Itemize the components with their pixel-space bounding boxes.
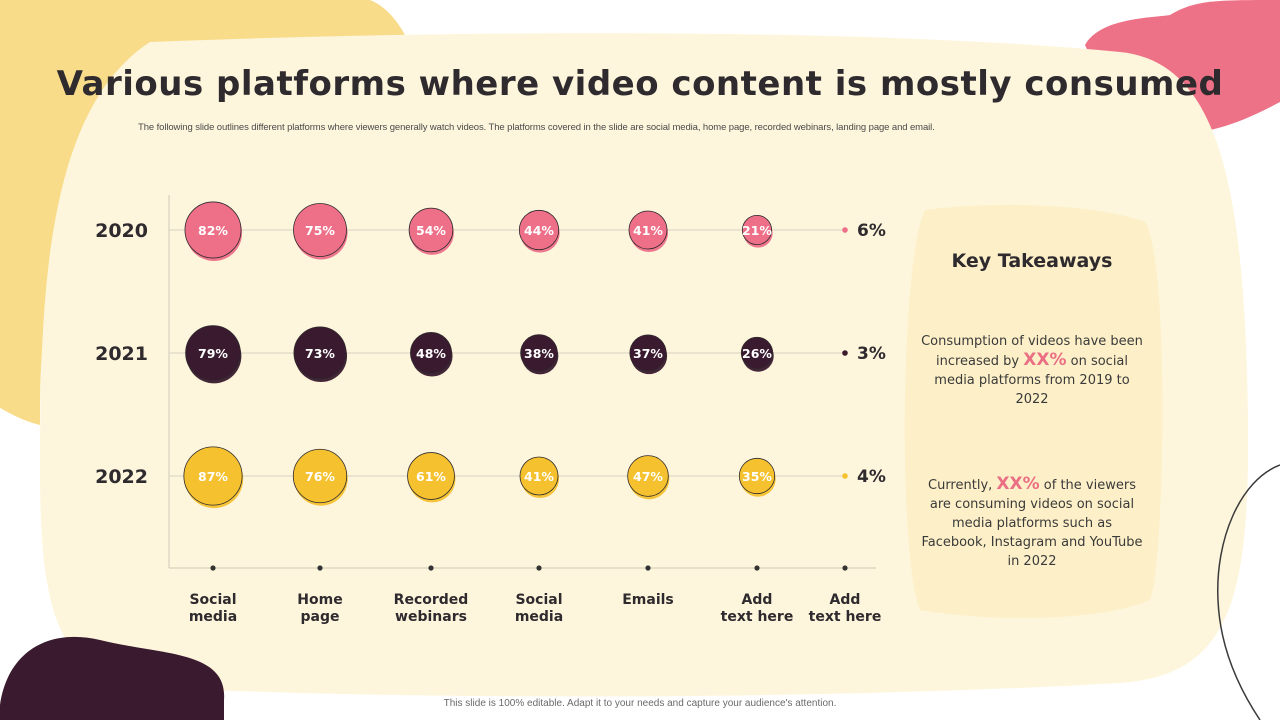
bubble [629, 334, 667, 372]
bubble [292, 448, 348, 504]
takeaway-1: Consumption of videos have been increase… [918, 332, 1146, 409]
bubble-value-label: 73% [305, 346, 335, 361]
x-tick-label: Home page [297, 592, 342, 625]
x-tick-label: Emails [622, 592, 674, 608]
bubble-value-label: 35% [742, 469, 772, 484]
x-axis-tick-dot [210, 565, 216, 571]
key-takeaways-panel [904, 204, 1163, 619]
pink-blob-decoration [1085, 0, 1280, 132]
x-axis-tick-dot [317, 565, 323, 571]
bubble [408, 207, 454, 253]
x-tick-label: Social media [515, 592, 563, 625]
bubble-value-label: 41% [633, 223, 663, 238]
x-tick-label: Add text here [809, 592, 882, 625]
data-label: 6% [857, 221, 886, 241]
bubble [293, 326, 347, 380]
bubble-value-label: 41% [524, 469, 554, 484]
data-label: 3% [857, 344, 886, 364]
bubble-value-label: 75% [305, 223, 335, 238]
y-tick-label: 2021 [95, 343, 148, 365]
takeaway-2-text-b: of the viewers are consuming videos on s… [921, 478, 1143, 569]
x-axis-tick-dot [645, 565, 651, 571]
small-data-point [842, 227, 848, 233]
x-axis-tick-dot [428, 565, 434, 571]
bubble [738, 457, 776, 495]
bubble-value-label: 38% [524, 346, 554, 361]
bubble [520, 334, 558, 372]
bubble [628, 210, 668, 250]
bubble-value-label: 87% [198, 469, 228, 484]
x-tick-label: Social media [189, 592, 237, 625]
bubble-value-label: 21% [742, 223, 772, 238]
key-takeaways-heading: Key Takeaways [951, 250, 1113, 272]
bubble-chart: Social media Home page Recorded webinars Socia… [95, 195, 886, 625]
bubble [518, 209, 560, 251]
small-data-point [842, 473, 848, 479]
bubble [627, 455, 669, 497]
bubble [407, 452, 455, 500]
bubble-value-label: 48% [416, 346, 446, 361]
bubble-value-label: 26% [742, 346, 772, 361]
takeaway-2: Currently, XX% of the viewers are consum… [918, 475, 1146, 571]
bubble-value-label: 76% [305, 469, 335, 484]
page-subtitle: The following slide outlines different p… [138, 122, 935, 133]
bubble-value-label: 82% [198, 223, 228, 238]
bubble [184, 201, 242, 259]
data-label: 4% [857, 467, 886, 487]
bubble-value-label: 61% [416, 469, 446, 484]
footer-note: This slide is 100% editable. Adapt it to… [443, 698, 837, 709]
bubble [741, 214, 773, 246]
page-title: Various platforms where video content is… [56, 64, 1224, 104]
bubble [185, 325, 241, 381]
takeaway-1-highlight: XX% [1023, 350, 1067, 370]
bubble-value-label: 54% [416, 223, 446, 238]
takeaway-2-highlight: XX% [996, 474, 1040, 494]
bubble-value-label: 47% [633, 469, 663, 484]
bubble-value-label: 44% [524, 223, 554, 238]
bubble-value-label: 37% [633, 346, 663, 361]
small-data-point [842, 350, 848, 356]
x-tick-label: Recorded webinars [394, 592, 469, 625]
bubble [410, 332, 452, 374]
curve-line-decoration [1217, 464, 1280, 720]
takeaway-2-text-a: Currently, [928, 478, 997, 493]
x-tick-label: Add text here [721, 592, 794, 625]
x-axis-tick-dot [536, 565, 542, 571]
bubble-value-label: 79% [198, 346, 228, 361]
dark-blob-decoration [0, 636, 225, 720]
bubble [740, 336, 774, 370]
takeaway-1-text-b: on social media platforms from 2019 to 2… [934, 354, 1130, 407]
bubble [519, 456, 559, 496]
takeaway-1-text-a: Consumption of videos have been increase… [921, 334, 1143, 369]
bubble [293, 203, 347, 257]
x-axis-tick-dot [754, 565, 760, 571]
y-tick-label: 2020 [95, 220, 148, 242]
bubble [183, 446, 243, 506]
x-axis-tick-dot [842, 565, 848, 571]
y-tick-label: 2022 [95, 466, 148, 488]
